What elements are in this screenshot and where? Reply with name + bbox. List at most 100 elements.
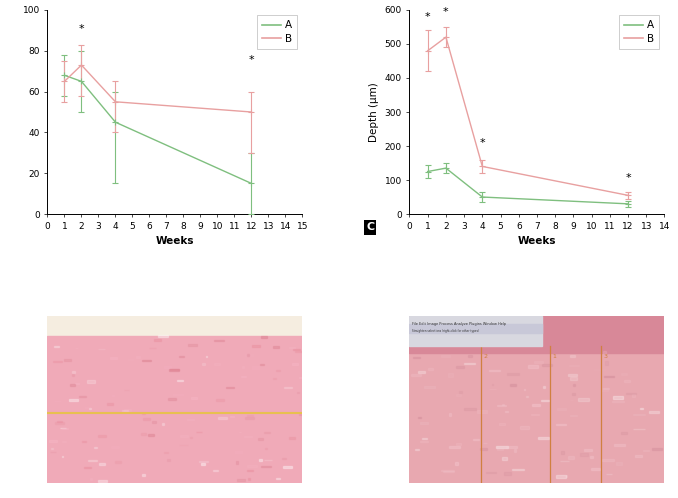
Bar bbox=[81, 441, 85, 442]
Bar bbox=[136, 356, 140, 358]
Bar bbox=[216, 399, 224, 401]
Bar bbox=[247, 415, 253, 416]
Bar bbox=[511, 384, 516, 386]
Bar bbox=[591, 456, 593, 458]
Bar bbox=[283, 387, 292, 388]
Bar bbox=[428, 369, 433, 370]
Bar bbox=[635, 455, 642, 457]
Bar bbox=[449, 446, 460, 448]
Bar bbox=[110, 358, 117, 359]
Bar bbox=[464, 408, 477, 410]
Bar bbox=[236, 462, 238, 464]
Bar bbox=[55, 422, 64, 424]
Bar bbox=[447, 374, 454, 377]
Bar bbox=[443, 471, 454, 473]
X-axis label: Weeks: Weeks bbox=[156, 236, 194, 246]
Bar bbox=[115, 461, 121, 463]
Bar bbox=[276, 478, 279, 479]
Bar bbox=[106, 403, 113, 405]
Bar bbox=[497, 448, 504, 450]
Bar bbox=[62, 428, 68, 429]
Bar bbox=[290, 348, 295, 349]
Bar bbox=[456, 394, 460, 396]
Bar bbox=[542, 364, 552, 367]
Bar bbox=[72, 374, 74, 376]
Bar bbox=[57, 421, 62, 422]
Bar bbox=[415, 449, 419, 450]
Bar bbox=[261, 466, 271, 468]
Bar bbox=[458, 391, 462, 393]
Bar bbox=[247, 470, 253, 471]
Text: File Edit Image Process Analyze Plugins Window Help: File Edit Image Process Analyze Plugins … bbox=[412, 322, 506, 326]
Bar bbox=[560, 461, 569, 462]
Y-axis label: Depth (μm): Depth (μm) bbox=[369, 82, 379, 142]
Bar bbox=[99, 463, 104, 465]
Bar bbox=[62, 456, 63, 457]
Bar bbox=[565, 476, 567, 478]
Bar bbox=[528, 366, 538, 369]
Bar bbox=[148, 434, 154, 436]
Bar bbox=[258, 438, 263, 440]
Bar bbox=[202, 363, 205, 366]
Bar bbox=[414, 357, 420, 358]
Bar bbox=[260, 364, 264, 365]
Bar bbox=[273, 346, 279, 348]
Bar bbox=[190, 437, 192, 438]
Bar bbox=[591, 468, 600, 471]
Bar bbox=[572, 393, 575, 395]
Bar bbox=[75, 382, 79, 384]
Bar bbox=[94, 447, 97, 448]
Bar bbox=[557, 408, 566, 410]
Bar bbox=[214, 340, 224, 341]
Text: 2: 2 bbox=[483, 354, 487, 359]
Bar bbox=[410, 316, 542, 346]
Bar bbox=[273, 378, 276, 379]
Bar bbox=[420, 422, 428, 424]
Bar bbox=[504, 472, 511, 475]
Bar bbox=[570, 415, 577, 416]
Bar bbox=[502, 457, 507, 460]
Bar bbox=[87, 380, 95, 382]
Bar bbox=[506, 374, 519, 375]
Bar bbox=[155, 339, 161, 341]
Bar bbox=[122, 410, 128, 411]
Bar bbox=[235, 451, 242, 453]
Bar bbox=[526, 396, 528, 397]
Bar bbox=[578, 398, 589, 401]
Bar bbox=[247, 354, 249, 356]
Bar bbox=[241, 375, 246, 377]
Bar bbox=[162, 423, 163, 425]
Bar bbox=[614, 396, 623, 399]
Bar bbox=[570, 355, 575, 357]
Bar bbox=[441, 356, 450, 357]
Bar bbox=[247, 478, 250, 481]
Bar bbox=[178, 356, 184, 357]
Bar bbox=[264, 432, 270, 433]
Bar bbox=[260, 459, 262, 461]
Bar bbox=[245, 417, 254, 419]
Bar bbox=[54, 346, 59, 347]
Bar bbox=[538, 437, 549, 439]
Text: 3: 3 bbox=[603, 354, 607, 359]
Bar bbox=[187, 418, 195, 420]
Bar bbox=[532, 404, 540, 405]
Bar bbox=[580, 453, 588, 456]
Bar bbox=[633, 394, 635, 397]
Bar bbox=[523, 388, 525, 390]
Bar bbox=[556, 475, 566, 478]
Bar bbox=[640, 408, 643, 409]
Text: *: * bbox=[625, 173, 631, 183]
Bar bbox=[153, 421, 156, 423]
Bar bbox=[218, 417, 227, 419]
Bar bbox=[624, 379, 631, 382]
Bar bbox=[649, 410, 659, 413]
Bar bbox=[282, 458, 286, 459]
Bar bbox=[468, 355, 472, 357]
Bar bbox=[567, 456, 574, 459]
Bar bbox=[53, 361, 62, 362]
X-axis label: Weeks: Weeks bbox=[518, 236, 556, 246]
Bar bbox=[70, 384, 75, 386]
Bar bbox=[231, 416, 234, 417]
Bar bbox=[252, 345, 260, 347]
Bar bbox=[531, 414, 540, 415]
